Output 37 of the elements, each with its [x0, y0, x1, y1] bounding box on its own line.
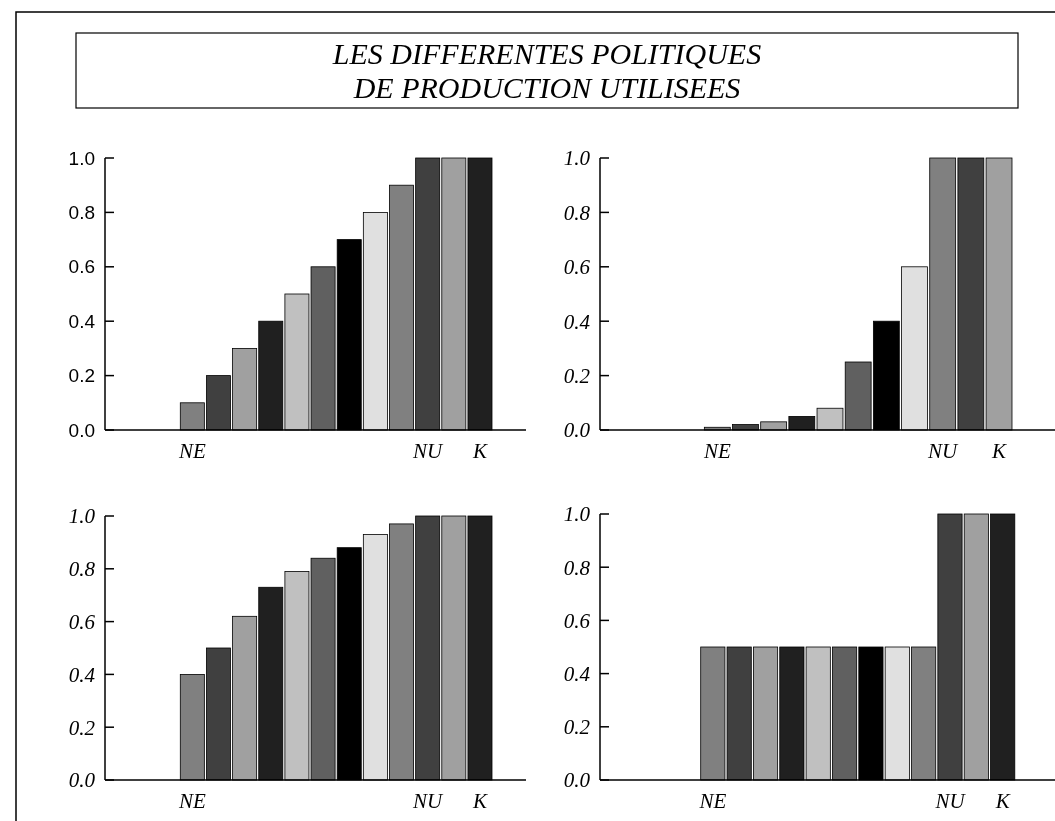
- x-tick-label: NE: [698, 789, 727, 813]
- y-tick-label: 0.2: [563, 363, 591, 388]
- y-tick-label: 0.0: [563, 418, 591, 443]
- y-tick-label: 1.0: [563, 146, 591, 171]
- y-tick-label: 0.4: [563, 309, 591, 334]
- x-tick-label: NU: [412, 789, 445, 813]
- x-tick-label: K: [471, 789, 488, 813]
- y-tick-label: 0.0: [68, 768, 96, 793]
- y-tick-label: 0.8: [68, 202, 95, 224]
- x-tick-label: K: [471, 439, 488, 463]
- y-tick-label: 1.0: [68, 504, 96, 529]
- y-tick-label: 0.8: [563, 200, 591, 225]
- x-tick-label: NU: [412, 439, 445, 463]
- x-tick-label: NE: [702, 439, 731, 463]
- y-tick-label: 0.8: [563, 555, 591, 580]
- y-tick-label: 0.6: [68, 609, 96, 634]
- x-tick-label: NU: [927, 439, 960, 463]
- y-tick-label: 1.0: [563, 502, 591, 527]
- y-tick-label: 0.6: [68, 256, 95, 278]
- y-tick-label: 0.4: [68, 310, 96, 332]
- x-tick-label: K: [994, 789, 1011, 813]
- x-tick-label: NE: [177, 789, 206, 813]
- y-tick-label: 0.0: [68, 419, 95, 441]
- y-tick-label: 0.6: [563, 255, 591, 280]
- y-tick-label: 1.0: [68, 147, 95, 169]
- y-tick-label: 0.4: [563, 661, 591, 686]
- y-tick-label: 0.2: [68, 715, 96, 740]
- x-tick-label: NE: [177, 439, 206, 463]
- chart-title: LES DIFFERENTES POLITIQUES DE PRODUCTION UTILISEES: [331, 37, 762, 104]
- y-tick-label: 0.6: [563, 608, 591, 633]
- y-tick-label: 0.4: [68, 662, 96, 687]
- y-tick-label: 0.0: [563, 768, 591, 793]
- y-tick-label: 0.2: [68, 365, 95, 387]
- x-tick-label: K: [991, 439, 1008, 463]
- y-tick-label: 0.2: [563, 715, 591, 740]
- x-tick-label: NU: [934, 789, 967, 813]
- y-tick-label: 0.8: [68, 557, 96, 582]
